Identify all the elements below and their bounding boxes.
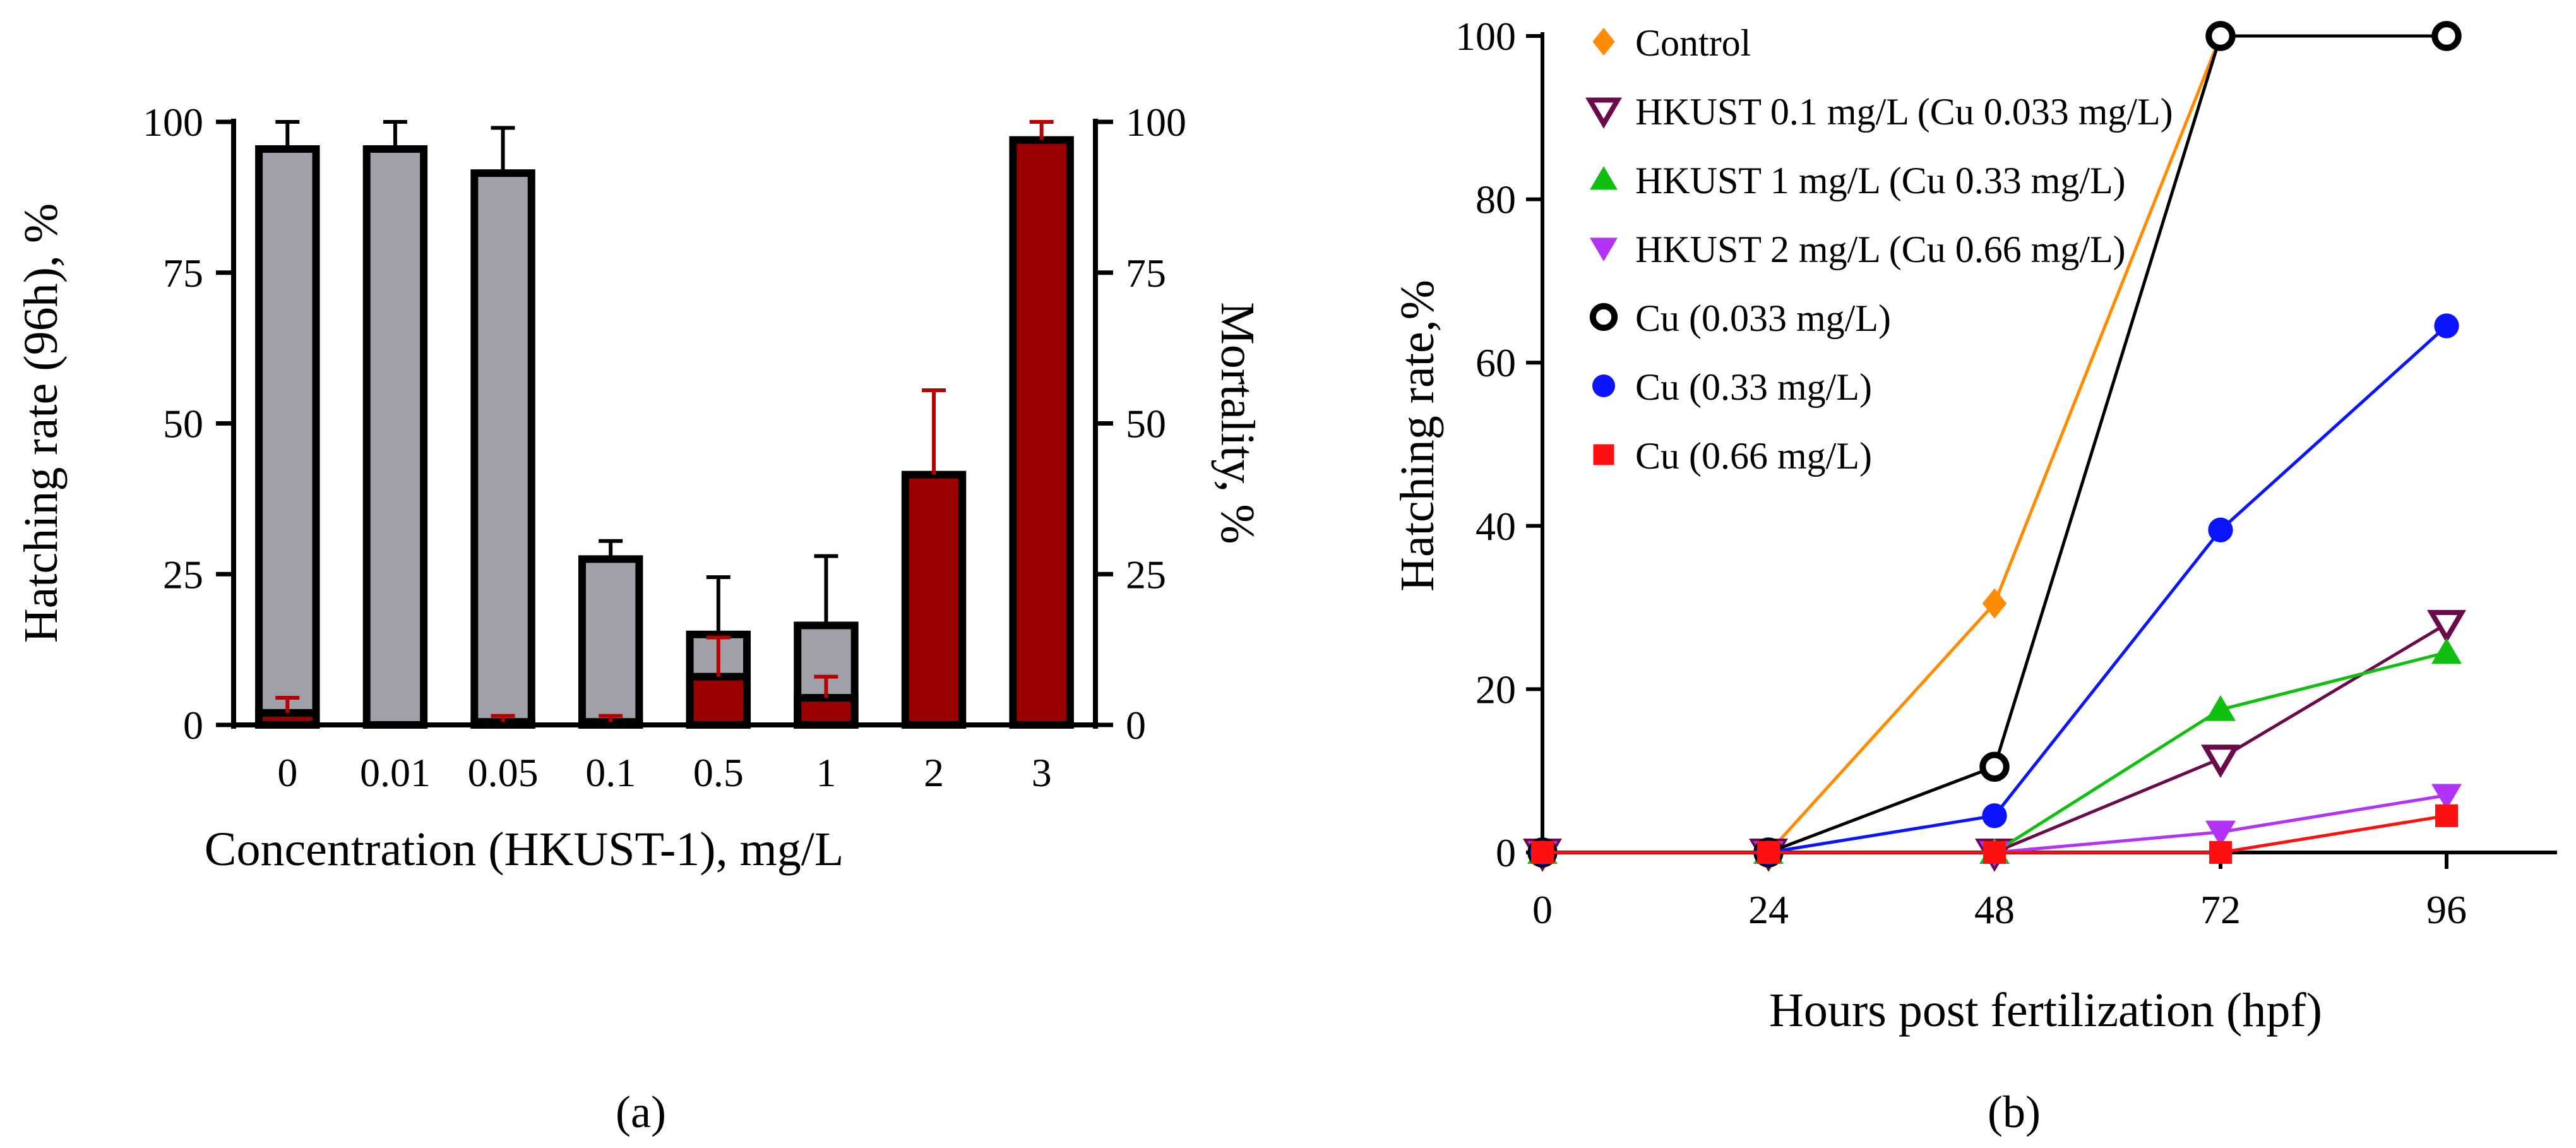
panel-a-bar-chart: 0 25 50 75 100 0 25 50 75 100 0 0.01 0.05 0.1 0.5 1 2 3 C… — [15, 100, 1264, 1137]
circle-marker — [2434, 313, 2459, 338]
legend-label: Cu (0.33 mg/L) — [1635, 366, 1872, 408]
circle-open-marker — [1979, 751, 2010, 782]
series-hkust_1 — [1527, 638, 2462, 864]
x-tick-label: 0.1 — [585, 750, 636, 795]
triangle-down-open-marker — [1585, 97, 1622, 129]
axes — [216, 119, 1113, 729]
error-bar-group — [275, 120, 1054, 722]
y-tick-label: 40 — [1476, 504, 1516, 549]
legend-item: HKUST 0.1 mg/L (Cu 0.033 mg/L) — [1585, 91, 2173, 133]
mortality-bar — [794, 694, 859, 729]
diamond-marker — [1592, 28, 1615, 56]
hatching-bar — [470, 169, 535, 729]
hatching-bar — [578, 555, 643, 729]
y-tick-label: 0 — [1496, 830, 1516, 875]
y-tick-label-right: 0 — [1126, 703, 1146, 748]
panel-b-label: (b) — [1988, 1087, 2041, 1137]
y-tick-label: 60 — [1476, 340, 1516, 385]
legend-item: Cu (0.66 mg/L) — [1593, 435, 1872, 477]
hatching-bar — [255, 145, 320, 729]
legend-label: Control — [1635, 22, 1751, 64]
y-axis-title-left: Hatching rate (96h), % — [15, 203, 68, 643]
y-tick-label: 100 — [1455, 14, 1516, 59]
legend-item: Cu (0.33 mg/L) — [1592, 366, 1872, 408]
circle-open-marker — [1589, 302, 1618, 332]
y-tick-label-right: 25 — [1126, 552, 1166, 597]
x-axis-title: Hours post fertilization (hpf) — [1769, 984, 2322, 1037]
panel-b-line-chart: 0 20 40 60 80 100 0 24 48 72 96 Control HKUST 0.1 m… — [1391, 14, 2557, 1137]
y-tick-label-right: 50 — [1126, 402, 1166, 446]
y-axis-title: Hatching rate,% — [1391, 280, 1444, 592]
legend-label: HKUST 1 mg/L (Cu 0.33 mg/L) — [1635, 160, 2126, 201]
x-tick-label: 0.05 — [468, 750, 539, 795]
legend-label: HKUST 0.1 mg/L (Cu 0.033 mg/L) — [1635, 91, 2173, 133]
legend-label: HKUST 2 mg/L (Cu 0.66 mg/L) — [1635, 229, 2126, 270]
y-tick-label-left: 100 — [143, 100, 203, 145]
y-tick-label-left: 75 — [163, 251, 203, 296]
square-marker — [2435, 804, 2458, 827]
x-tick-label: 3 — [1032, 750, 1052, 795]
circle-marker — [1592, 374, 1616, 398]
triangle-down-marker — [2431, 784, 2462, 810]
x-tick-label: 1 — [816, 750, 836, 795]
legend-item: HKUST 2 mg/L (Cu 0.66 mg/L) — [1590, 229, 2126, 270]
y-tick-label: 80 — [1476, 177, 1516, 222]
tick-labels: 0 25 50 75 100 0 25 50 75 100 0 0.01 0.05 0.1 0.5 1 2 3 — [143, 100, 1186, 795]
triangle-down-open-marker — [2427, 609, 2466, 643]
x-tick-label: 0 — [277, 750, 297, 795]
hatching-bar — [362, 145, 428, 729]
x-tick-label: 96 — [2426, 887, 2467, 932]
legend-label: Cu (0.033 mg/L) — [1635, 297, 1891, 339]
panel-a-label: (a) — [616, 1087, 666, 1137]
mortality-bar — [901, 470, 967, 729]
triangle-up-marker — [1590, 166, 1618, 190]
x-tick-label: 2 — [924, 750, 944, 795]
square-marker — [1531, 841, 1554, 864]
x-axis-title: Concentration (HKUST-1), mg/L — [205, 823, 844, 876]
x-tick-label: 72 — [2200, 887, 2241, 932]
mortality-bar — [1009, 136, 1074, 729]
y-tick-label-left: 0 — [183, 703, 203, 748]
bar-group — [255, 136, 1074, 729]
square-marker — [1757, 841, 1780, 864]
series-hkust_0_1 — [1523, 609, 2466, 872]
square-marker — [1983, 841, 2006, 864]
diamond-marker — [1982, 588, 2007, 619]
y-axis-title-right: Mortality, % — [1211, 302, 1264, 544]
x-tick-label: 48 — [1974, 887, 2015, 932]
triangle-up-marker — [2205, 695, 2236, 721]
mortality-bar — [686, 673, 751, 729]
y-tick-label-right: 75 — [1126, 251, 1166, 296]
legend: Control HKUST 0.1 mg/L (Cu 0.033 mg/L) HKU… — [1585, 22, 2173, 477]
square-marker — [2209, 841, 2232, 864]
triangle-down-marker — [1590, 237, 1618, 261]
x-tick-label: 0.5 — [693, 750, 744, 795]
square-marker — [1593, 444, 1614, 465]
y-tick-label-left: 50 — [163, 402, 203, 446]
series-cu_0_66 — [1531, 804, 2458, 864]
legend-item: Control — [1592, 22, 1751, 64]
y-tick-label-right: 100 — [1126, 100, 1186, 145]
triangle-up-marker — [2431, 638, 2462, 664]
circle-open-marker — [2205, 21, 2236, 51]
triangle-down-marker — [2205, 820, 2236, 847]
circle-marker — [2208, 517, 2233, 542]
x-tick-label: 0 — [1532, 887, 1553, 932]
circle-open-marker — [2431, 21, 2462, 51]
y-tick-label: 20 — [1476, 667, 1516, 712]
series-group — [1523, 21, 2466, 872]
legend-item: HKUST 1 mg/L (Cu 0.33 mg/L) — [1590, 160, 2126, 201]
triangle-down-open-marker — [2201, 744, 2240, 778]
y-tick-label-left: 25 — [163, 552, 203, 597]
x-tick-label: 24 — [1748, 887, 1789, 932]
x-tick-label: 0.01 — [360, 750, 431, 795]
circle-marker — [1982, 803, 2007, 828]
tick-labels: 0 20 40 60 80 100 0 24 48 72 96 — [1455, 14, 2467, 932]
legend-item: Cu (0.033 mg/L) — [1589, 297, 1891, 339]
legend-label: Cu (0.66 mg/L) — [1635, 435, 1872, 477]
